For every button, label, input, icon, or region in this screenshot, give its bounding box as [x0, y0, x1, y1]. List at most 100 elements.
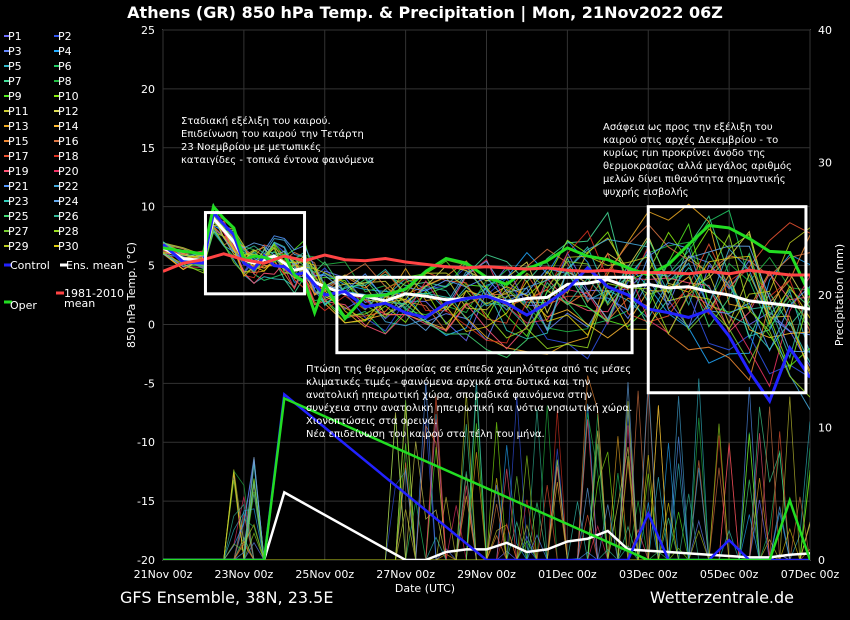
y-tick-label: 10: [141, 201, 155, 214]
y-tick-label: -5: [144, 377, 155, 390]
y-tick-label: 20: [141, 83, 155, 96]
annotation-text: θερμοκρασίας αλλά μεγάλος αριθμός: [603, 160, 792, 172]
annotation-text: Νέα επιδείνωση του καιρού στα τέλη του μ…: [306, 428, 545, 440]
annotation-text: Επιδείνωση του καιρού την Τετάρτη: [181, 128, 364, 140]
x-tick-label: 25Nov 00z: [295, 568, 354, 581]
highlight-box: [203, 211, 307, 296]
legend-label: P11: [8, 105, 29, 118]
member-precip-line: [163, 390, 810, 560]
member-temp-line: [163, 222, 810, 333]
member-precip-line: [163, 392, 810, 560]
member-precip-line: [163, 405, 810, 560]
x-tick-label: 29Nov 00z: [457, 568, 516, 581]
y-tick-label: -15: [137, 495, 155, 508]
member-temp-line: [163, 219, 810, 353]
y-tick-label: -10: [137, 436, 155, 449]
legend-label: P3: [8, 45, 22, 58]
legend-label: P24: [58, 195, 79, 208]
legend-label: P13: [8, 120, 29, 133]
x-tick-label: 23Nov 00z: [215, 568, 274, 581]
legend-label: P30: [58, 240, 79, 253]
annotation-text: κυρίως run προκρίνει άνοδο της: [603, 147, 765, 159]
legend-label: P9: [8, 90, 22, 103]
annotation-text: καιρού στις αρχές Δεκεμβρίου - το: [603, 134, 778, 146]
chart-title: Athens (GR) 850 hPa Temp. & Precipitatio…: [127, 3, 723, 23]
y2-tick-label: 10: [818, 422, 832, 435]
legend-label: P29: [8, 240, 29, 253]
y-tick-label: 0: [148, 318, 155, 331]
annotation-text: Σταδιακή εξέλιξη του καιρού.: [181, 115, 331, 127]
legend-label: P28: [58, 225, 79, 238]
legend-label: P18: [58, 150, 79, 163]
legend-label: P17: [8, 150, 29, 163]
series-control: [163, 209, 810, 405]
y2-tick-label: 20: [818, 289, 832, 302]
series-1981-2010-mean: [163, 252, 810, 277]
legend-label: P16: [58, 135, 79, 148]
legend-label: P4: [58, 45, 72, 58]
x-tick-label: 27Nov 00z: [376, 568, 435, 581]
member-precip-line: [163, 379, 810, 560]
y-tick-label: -20: [137, 554, 155, 567]
y2-tick-label: 30: [818, 157, 832, 170]
legend-label: P21: [8, 180, 29, 193]
series-oper: [163, 203, 810, 322]
annotation-text: συνέχεια στην ανατολική ηπειρωτική και ν…: [306, 402, 632, 414]
legend-label: P8: [58, 75, 72, 88]
legend-label: P7: [8, 75, 22, 88]
y-axis-label: 850 hPa Temp. (°C): [125, 242, 138, 348]
source-label: Wetterzentrale.de: [649, 588, 794, 607]
member-temp-line: [163, 209, 810, 350]
member-precip-line: [163, 460, 810, 560]
y-tick-label: 15: [141, 142, 155, 155]
member-temp-line: [163, 227, 810, 367]
annotation-text: Πτώση της θερμοκρασίας σε επίπεδα χαμηλό…: [306, 363, 631, 375]
annotation-text: μελών δίνει πιθανότητα σημαντικής: [603, 173, 786, 185]
x-tick-label: 01Dec 00z: [538, 568, 597, 581]
legend-label: P26: [58, 210, 79, 223]
annotation-text: κλιματικές τιμές - φαινόμενα αρχικά στα …: [306, 376, 591, 388]
model-location-label: GFS Ensemble, 38N, 23.5E: [120, 588, 334, 607]
legend-label: mean: [64, 297, 95, 310]
x-tick-label: 21Nov 00z: [134, 568, 193, 581]
annotation-text: ανατολική ηπειρωτική χώρα, σποραδικά φαι…: [306, 389, 592, 401]
x-tick-label: 03Dec 00z: [619, 568, 678, 581]
y-tick-label: 25: [141, 24, 155, 37]
legend-label: P25: [8, 210, 29, 223]
annotation-text: ψυχρής εισβολής: [603, 186, 689, 198]
legend-label: Ens. mean: [66, 259, 124, 272]
legend-label: P12: [58, 105, 79, 118]
legend-label: P27: [8, 225, 29, 238]
x-axis-label: Date (UTC): [395, 582, 455, 595]
legend-label: P1: [8, 30, 22, 43]
precip-ens-mean: [163, 490, 810, 560]
legend-label: P19: [8, 165, 29, 178]
legend-label: Oper: [10, 299, 37, 312]
highlight-box: [646, 205, 808, 395]
legend-label: P15: [8, 135, 29, 148]
y2-axis-label: Precipitation (mm): [833, 244, 846, 346]
legend-label: P20: [58, 165, 79, 178]
y-tick-label: 5: [148, 260, 155, 273]
precip-control: [163, 391, 810, 560]
annotation-text: 23 Νοεμβρίου με μετωπικές: [181, 141, 321, 153]
legend-label: Control: [10, 259, 50, 272]
legend-label: P10: [58, 90, 79, 103]
highlight-box: [335, 275, 634, 355]
x-tick-label: 05Dec 00z: [700, 568, 759, 581]
legend-label: P14: [58, 120, 79, 133]
legend-label: P23: [8, 195, 29, 208]
annotation-text: Χιονοπτώσεις στα ορεινά.: [306, 415, 437, 427]
y2-tick-label: 0: [818, 554, 825, 567]
annotation-text: καταιγίδες - τοπικά έντονα φαινόμενα: [181, 154, 374, 166]
y2-tick-label: 40: [818, 24, 832, 37]
legend-label: P5: [8, 60, 22, 73]
member-precip-line: [163, 378, 810, 560]
legend-label: P22: [58, 180, 79, 193]
legend-label: 1981-2010: [64, 287, 124, 300]
legend-label: P6: [58, 60, 72, 73]
annotation-text: Ασάφεια ως προς την εξέλιξη του: [603, 121, 773, 133]
legend-label: P2: [58, 30, 72, 43]
x-tick-label: 07Dec 00z: [781, 568, 840, 581]
